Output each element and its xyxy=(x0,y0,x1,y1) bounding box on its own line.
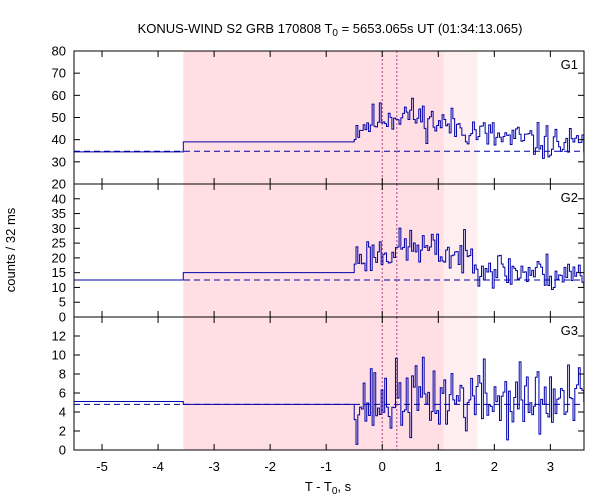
series-line-g3 xyxy=(74,356,585,445)
panel-g3: 0 2 4 6 8 10 12 G3 xyxy=(52,316,585,458)
y-tick-label: 10 xyxy=(52,348,66,363)
y-tick-label: 50 xyxy=(52,110,66,125)
x-tick-label: -1 xyxy=(320,459,332,474)
y-tick-label: 20 xyxy=(52,250,66,265)
y-tick-label: 4 xyxy=(59,405,66,420)
x-tick-label: -2 xyxy=(264,459,276,474)
x-tick-label: 3 xyxy=(547,459,554,474)
y-tick-label: 35 xyxy=(52,206,66,221)
shaded-region-1 xyxy=(183,51,444,184)
y-tick-label: 0 xyxy=(59,443,66,458)
y-tick-label: 2 xyxy=(59,424,66,439)
shaded-region-2 xyxy=(443,51,478,184)
y-tick-label: 30 xyxy=(52,154,66,169)
y-tick-label: 30 xyxy=(52,221,66,236)
y-tick-label: 10 xyxy=(52,280,66,295)
y-tick-label: 80 xyxy=(52,44,66,59)
panel-frame xyxy=(73,316,585,451)
shaded-region-1 xyxy=(183,184,444,317)
x-tick-label: 1 xyxy=(435,459,442,474)
y-tick-label: 40 xyxy=(52,191,66,206)
shaded-region-2 xyxy=(443,317,478,450)
y-tick-label: 25 xyxy=(52,236,66,251)
x-tick-label: -4 xyxy=(152,459,164,474)
chart-title: KONUS-WIND S2 GRB 170808 T0 = 5653.065s … xyxy=(138,21,523,39)
panel-label: G2 xyxy=(561,190,578,205)
x-axis-label: T - T0, s xyxy=(305,479,352,497)
panel-label: G1 xyxy=(561,57,578,72)
series-line-g2 xyxy=(74,227,585,291)
y-tick-label: 60 xyxy=(52,88,66,103)
y-tick-label: 40 xyxy=(52,132,66,147)
x-tick-label: -3 xyxy=(208,459,220,474)
x-tick-label: 2 xyxy=(491,459,498,474)
shaded-region-1 xyxy=(183,317,444,450)
y-tick-label: 5 xyxy=(59,295,66,310)
y-axis-label: counts / 32 ms xyxy=(3,207,18,292)
panel-label: G3 xyxy=(561,323,578,338)
y-tick-label: 8 xyxy=(59,367,66,382)
panel-g1: 20 30 40 50 60 70 80 G1 xyxy=(52,44,585,192)
x-tick-label: 0 xyxy=(379,459,386,474)
x-tick-label: -5 xyxy=(96,459,108,474)
y-tick-label: 15 xyxy=(52,265,66,280)
y-tick-label: 70 xyxy=(52,66,66,81)
y-tick-label: 12 xyxy=(52,329,66,344)
y-tick-label: 6 xyxy=(59,386,66,401)
x-axis: -5 -4 -3 -2 -1 0 1 2 3 xyxy=(96,459,554,474)
y-tick-label: 0 xyxy=(59,310,66,325)
series-line-g1 xyxy=(74,97,585,159)
y-tick-label: 20 xyxy=(52,177,66,192)
